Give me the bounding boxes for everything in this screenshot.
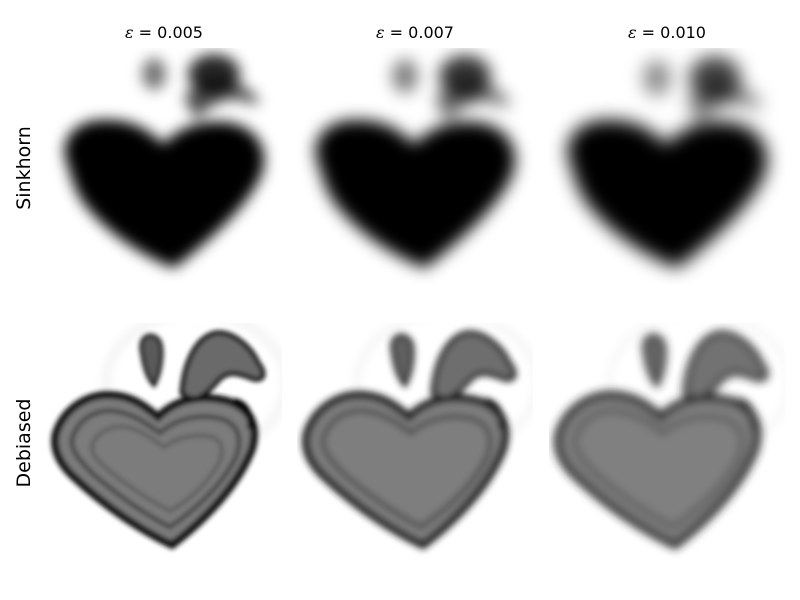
debiased-panel-eps-0007 [297, 323, 533, 559]
epsilon-value: 0.005 [157, 23, 203, 42]
epsilon-value: 0.010 [660, 23, 706, 42]
equals-sign: = [133, 23, 158, 42]
debiased-panel-eps-0005 [46, 323, 282, 559]
equals-sign: = [636, 23, 661, 42]
column-title-eps-0005: ε = 0.005 [46, 22, 282, 44]
debiased-panel-eps-0010 [549, 323, 785, 559]
sinkhorn-panel-eps-0007 [297, 48, 533, 284]
sinkhorn-panel-eps-0010 [549, 48, 785, 284]
sinkhorn-panel-eps-0005 [46, 48, 282, 284]
row-label-sinkhorn: Sinkhorn [13, 126, 35, 210]
column-title-eps-0007: ε = 0.007 [297, 22, 533, 44]
equals-sign: = [384, 23, 409, 42]
row-label-debiased: Debiased [13, 398, 35, 488]
epsilon-symbol: ε [125, 23, 134, 42]
epsilon-value: 0.007 [408, 23, 454, 42]
epsilon-symbol: ε [628, 23, 637, 42]
epsilon-symbol: ε [376, 23, 385, 42]
column-title-eps-0010: ε = 0.010 [549, 22, 785, 44]
